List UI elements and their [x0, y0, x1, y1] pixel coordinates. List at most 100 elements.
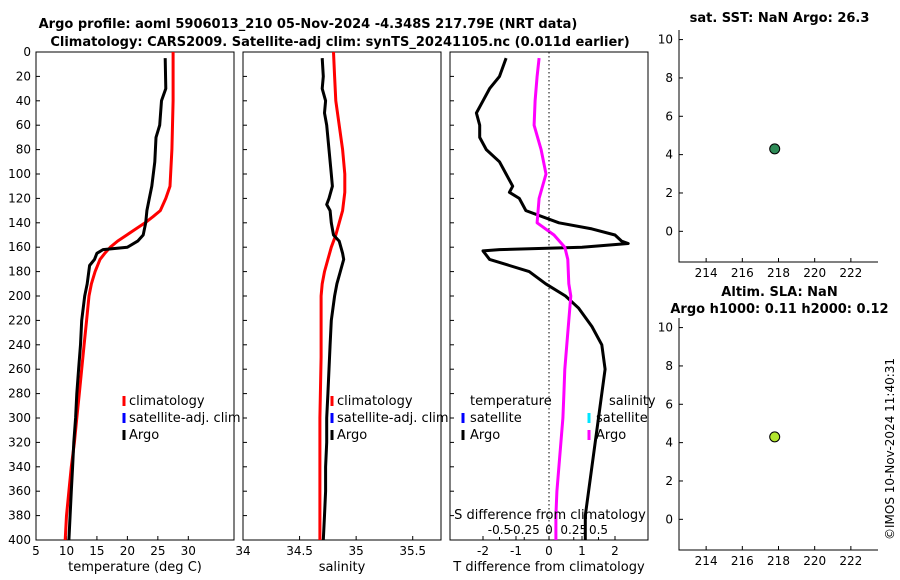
depth-tick-label: 120 — [8, 191, 31, 205]
salinity-xtick-label: 35 — [349, 544, 364, 558]
temperature-xlabel: temperature (deg C) — [68, 560, 202, 575]
depth-tick-label: 400 — [8, 533, 31, 547]
temperature-legend-label: Argo — [129, 428, 159, 443]
sst-ytick-label: 6 — [665, 109, 673, 123]
depth-tick-label: 80 — [16, 143, 31, 157]
temperature-xtick-label: 20 — [120, 544, 135, 558]
depth-tick-label: 320 — [8, 435, 31, 449]
sla-ytick-label: 6 — [665, 397, 673, 411]
sst-xtick-label: 214 — [695, 266, 718, 280]
s-diff-tick-label: -0.25 — [509, 523, 540, 537]
sla-xtick-label: 216 — [731, 554, 754, 568]
figure-title-line1: Argo profile: aoml 5906013_210 05-Nov-20… — [39, 17, 578, 32]
sst-ytick-label: 10 — [658, 33, 673, 47]
sst-axes — [678, 30, 878, 263]
sst-ytick-label: 2 — [665, 186, 673, 200]
sst-title: sat. SST: NaN Argo: 26.3 — [690, 11, 870, 26]
sla-title: Altim. SLA: NaN — [721, 285, 837, 300]
depth-tick-label: 180 — [8, 265, 31, 279]
depth-tick-label: 20 — [16, 69, 31, 83]
temperature-xtick-label: 25 — [150, 544, 165, 558]
temperature-legend-label: satellite-adj. clim — [129, 411, 241, 426]
temperature-axes-box — [35, 51, 235, 541]
depth-tick-label: 380 — [8, 509, 31, 523]
depth-tick-label: 260 — [8, 362, 31, 376]
differences-xtick-label: -2 — [477, 544, 489, 558]
temperature-xtick-label: 30 — [181, 544, 196, 558]
s-diff-tick-label: 0 — [545, 523, 553, 537]
depth-tick-label: 40 — [16, 94, 31, 108]
s-diff-tick-label: 0.5 — [589, 523, 608, 537]
depth-tick-label: 340 — [8, 460, 31, 474]
figure-title-line2: Climatology: CARS2009. Satellite-adj cli… — [50, 35, 629, 50]
temperature-xtick-label: 15 — [89, 544, 104, 558]
salinity-legend-label: satellite-adj. clim — [337, 411, 449, 426]
depth-tick-label: 0 — [23, 45, 31, 59]
temperature-argo-line — [67, 58, 168, 541]
t-diff-legend-label: satellite — [470, 411, 522, 426]
sst-xtick-label: 222 — [839, 266, 862, 280]
sla-ytick-label: 10 — [658, 321, 673, 335]
sla-ytick-label: 4 — [665, 436, 673, 450]
depth-tick-label: 360 — [8, 484, 31, 498]
sla-ytick-label: 0 — [665, 512, 673, 526]
sla-axes — [678, 318, 878, 551]
depth-tick-label: 240 — [8, 338, 31, 352]
differences-xlabel: T difference from climatology — [452, 560, 645, 575]
imos-watermark: ©IMOS 10-Nov-2024 11:40:31 — [883, 358, 897, 540]
sst-ytick-label: 4 — [665, 148, 673, 162]
sst-marker — [769, 143, 781, 155]
differences-s-difference-line — [532, 57, 573, 540]
salinity-xtick-label: 34 — [235, 544, 250, 558]
depth-tick-label: 220 — [8, 313, 31, 327]
differences-t-difference-line — [474, 57, 630, 540]
depth-tick-label: 60 — [16, 118, 31, 132]
s-diff-legend-label: Argo — [596, 428, 626, 443]
salinity-xlabel: salinity — [319, 560, 366, 575]
sst-xtick-label: 220 — [803, 266, 826, 280]
depth-tick-label: 100 — [8, 167, 31, 181]
salinity-xtick-label: 34.5 — [286, 544, 313, 558]
sla-marker — [769, 431, 781, 443]
sst-ytick-label: 8 — [665, 71, 673, 85]
salinity-legend-label: Argo — [337, 428, 367, 443]
salinity-climatology-line — [318, 51, 347, 540]
depth-tick-label: 200 — [8, 289, 31, 303]
sla-ytick-label: 2 — [665, 474, 673, 488]
differences-xtick-label: 0 — [545, 544, 553, 558]
temperature-climatology-line — [63, 52, 175, 541]
temperature-xtick-label: 5 — [32, 544, 40, 558]
s-diff-tick-label: -0.5 — [488, 523, 511, 537]
t-diff-legend-title: temperature — [470, 394, 552, 409]
depth-tick-label: 160 — [8, 240, 31, 254]
s-diff-axis-label: S difference from climatology — [454, 508, 646, 523]
sla-xtick-label: 222 — [839, 554, 862, 568]
salinity-argo-line — [320, 58, 346, 541]
sla-ytick-label: 8 — [665, 359, 673, 373]
differences-xtick-label: -1 — [510, 544, 522, 558]
s-diff-legend-title: salinity — [609, 394, 656, 409]
salinity-xtick-label: 35.5 — [399, 544, 426, 558]
temperature-legend-label: climatology — [129, 394, 205, 409]
depth-tick-label: 140 — [8, 216, 31, 230]
depth-tick-label: 280 — [8, 387, 31, 401]
sla-xtick-label: 218 — [767, 554, 790, 568]
differences-xtick-label: 2 — [611, 544, 619, 558]
sla-subtitle: Argo h1000: 0.11 h2000: 0.12 — [670, 302, 888, 317]
sst-xtick-label: 216 — [731, 266, 754, 280]
temperature-xtick-label: 10 — [59, 544, 74, 558]
s-diff-tick-label: 0.25 — [560, 523, 587, 537]
depth-tick-label: 300 — [8, 411, 31, 425]
salinity-axes-box — [242, 51, 442, 541]
differences-xtick-label: 1 — [578, 544, 586, 558]
sst-ytick-label: 0 — [665, 224, 673, 238]
sla-xtick-label: 220 — [803, 554, 826, 568]
t-diff-legend-label: Argo — [470, 428, 500, 443]
salinity-legend-label: climatology — [337, 394, 413, 409]
sst-xtick-label: 218 — [767, 266, 790, 280]
sla-xtick-label: 214 — [695, 554, 718, 568]
s-diff-legend-label: satellite — [596, 411, 648, 426]
